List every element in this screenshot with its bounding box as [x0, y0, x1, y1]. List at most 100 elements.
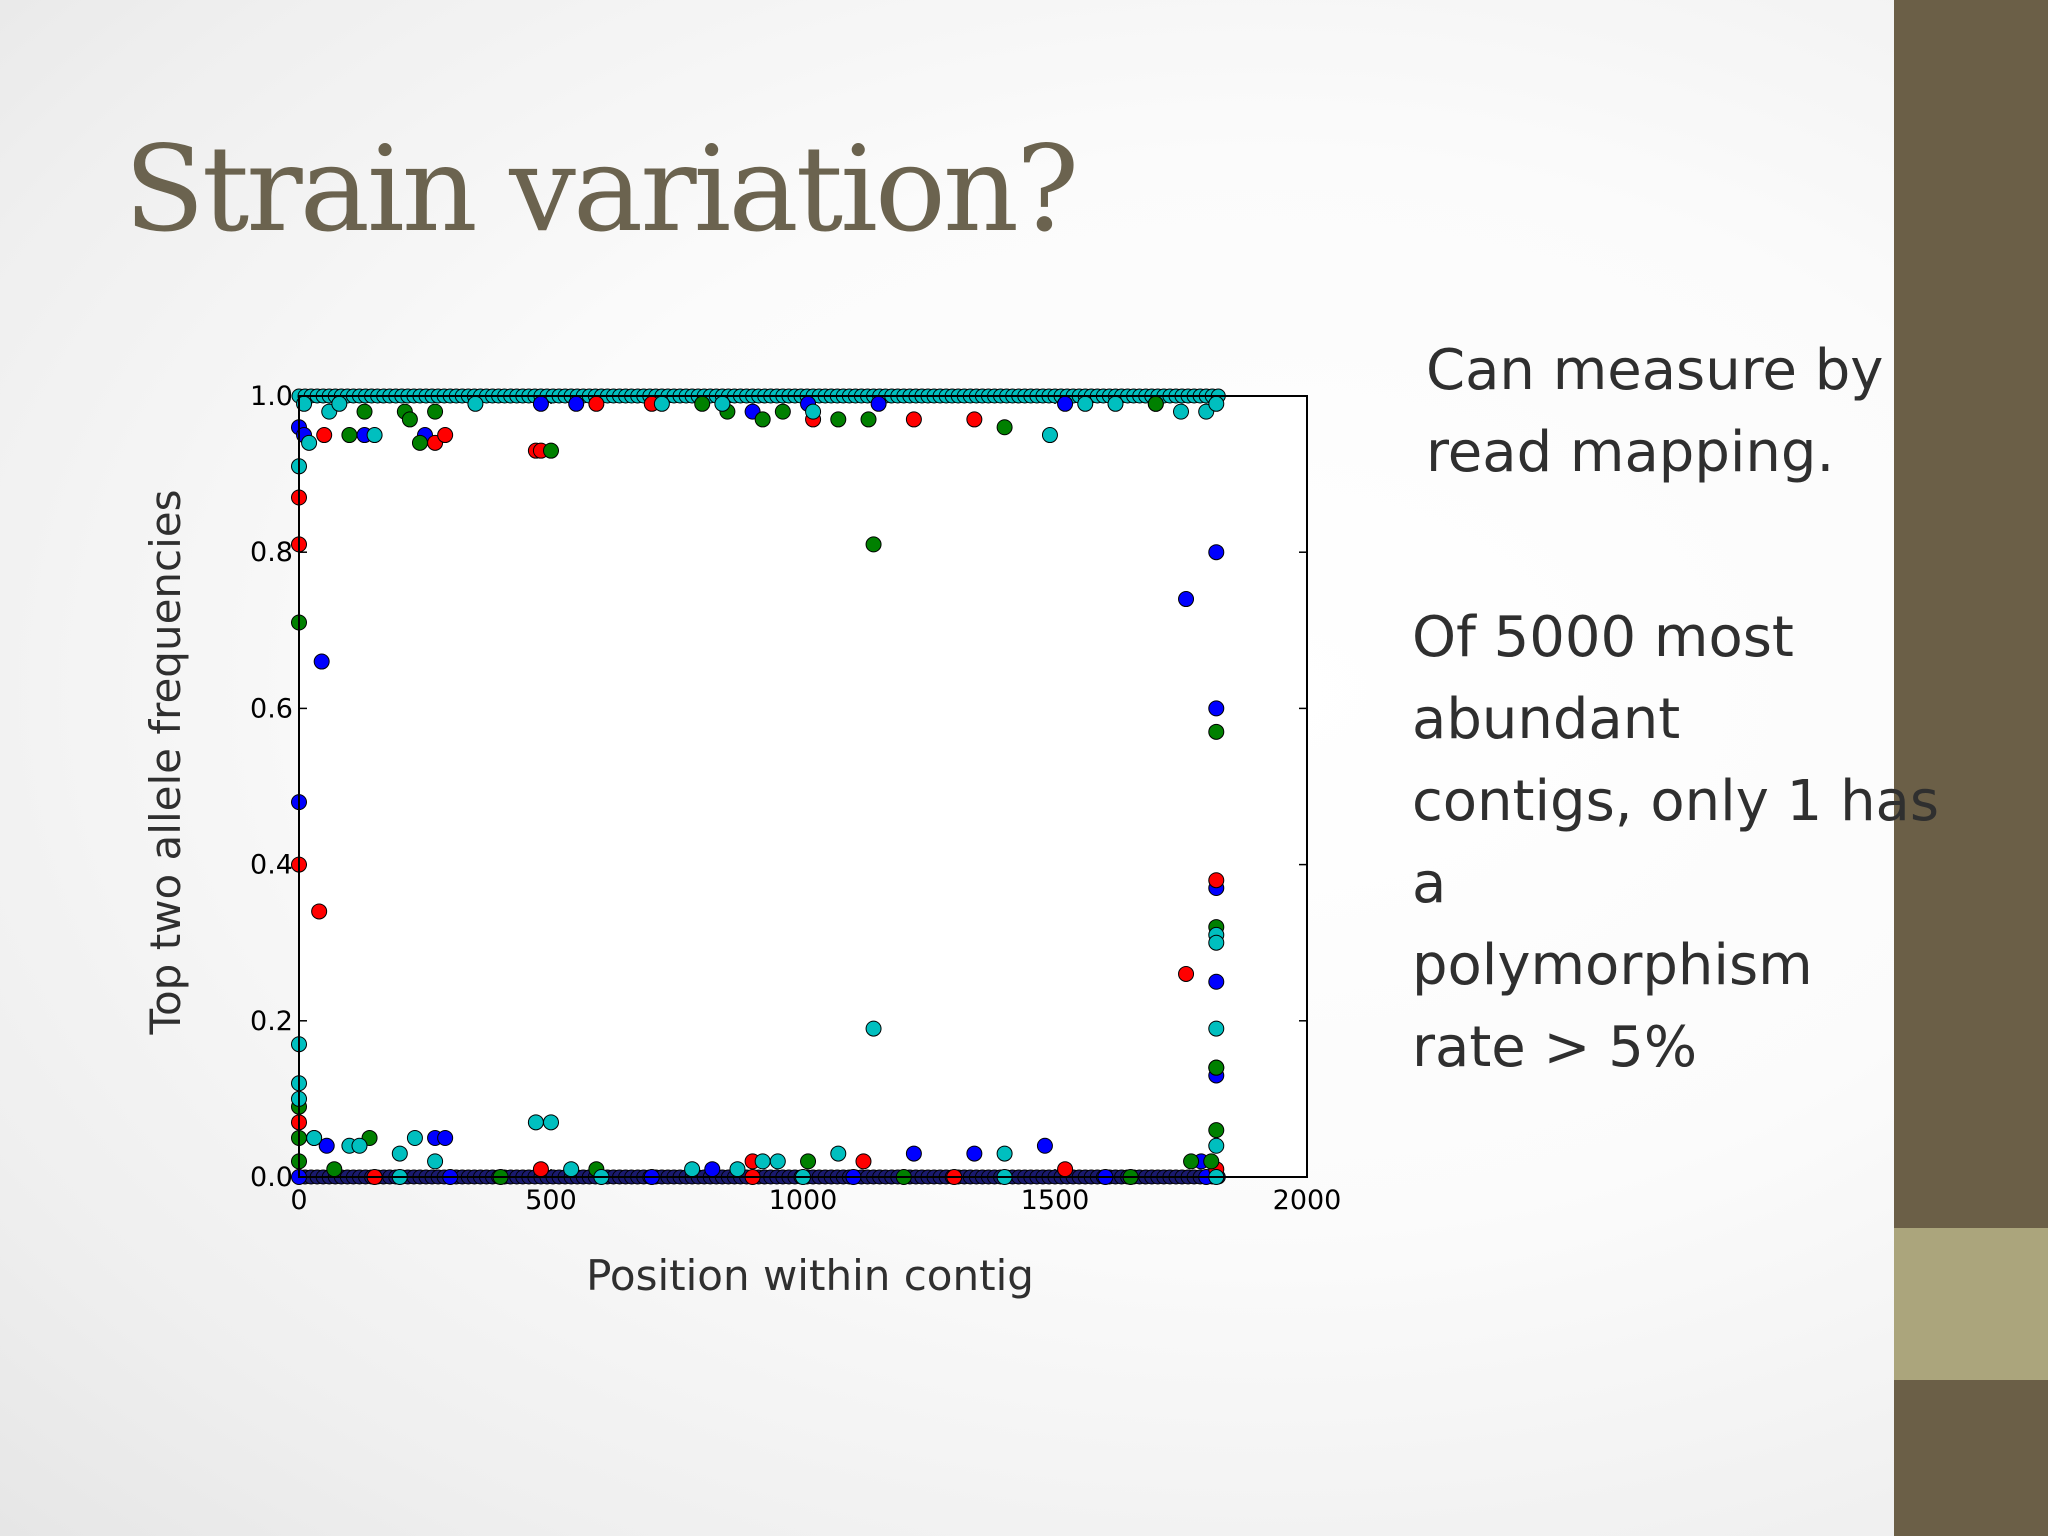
data-point: [1077, 395, 1094, 412]
data-point: [311, 903, 328, 920]
data-point: [694, 395, 711, 412]
data-point: [865, 1020, 882, 1037]
plot-area: [299, 396, 1307, 1177]
data-point: [532, 395, 549, 412]
data-point: [1208, 1020, 1225, 1037]
data-point: [301, 434, 318, 451]
data-point: [653, 395, 670, 412]
data-point: [870, 395, 887, 412]
x-axis-label: Position within contig: [586, 1251, 1034, 1300]
bullet-line: read mapping.: [1426, 420, 1835, 485]
y-tick-label: 0.8: [250, 537, 293, 568]
data-point: [588, 395, 605, 412]
data-point: [527, 1114, 544, 1131]
data-point: [411, 434, 428, 451]
data-point: [996, 1145, 1013, 1162]
data-point: [769, 1153, 786, 1170]
y-tick-label: 0.0: [250, 1162, 293, 1193]
data-point: [729, 1161, 746, 1178]
data-point: [1208, 395, 1225, 412]
bullet-polymorphism: Of 5000 most abundant contigs, only 1 ha…: [1412, 597, 1940, 1089]
data-point: [754, 1153, 771, 1170]
data-point: [684, 1161, 701, 1178]
bullet-line: rate > 5%: [1412, 1015, 1698, 1080]
data-point: [830, 1145, 847, 1162]
data-point: [437, 427, 454, 444]
y-tick-label: 0.4: [250, 850, 293, 881]
data-point: [905, 1145, 922, 1162]
data-point: [1041, 427, 1058, 444]
data-point: [467, 395, 484, 412]
data-point: [437, 1129, 454, 1146]
data-point: [1208, 1059, 1225, 1076]
data-point: [1183, 1153, 1200, 1170]
data-point: [1178, 965, 1195, 982]
data-point: [805, 403, 822, 420]
bullet-line: contigs, only 1 has: [1412, 769, 1940, 834]
x-tick-label: 0: [290, 1185, 307, 1216]
data-point: [318, 1137, 335, 1154]
data-point: [563, 1161, 580, 1178]
data-point: [966, 411, 983, 428]
data-point: [1208, 1122, 1225, 1139]
sidebar-accent-light: [1894, 1228, 2048, 1380]
y-tick-label: 1.0: [250, 381, 293, 412]
data-point: [905, 411, 922, 428]
x-tick-label: 1000: [769, 1185, 838, 1216]
x-tick-label: 1500: [1021, 1185, 1090, 1216]
data-point: [704, 1161, 721, 1178]
data-point: [1057, 395, 1074, 412]
bullet-line: Of 5000 most: [1412, 605, 1794, 670]
data-point: [1208, 934, 1225, 951]
data-point: [865, 536, 882, 553]
data-point: [406, 1129, 423, 1146]
data-point: [714, 395, 731, 412]
data-point: [800, 1153, 817, 1170]
data-point: [356, 403, 373, 420]
data-point: [427, 403, 444, 420]
bullet-read-mapping: Can measure by read mapping.: [1426, 330, 1884, 494]
data-point: [351, 1137, 368, 1154]
y-axis-label: Top two allele frequencies: [141, 489, 190, 1035]
data-point: [326, 1161, 343, 1178]
bullet-line: polymorphism: [1412, 933, 1813, 998]
y-tick-label: 0.2: [250, 1006, 293, 1037]
bullet-line: abundant: [1412, 687, 1681, 752]
bullet-line: a: [1412, 851, 1447, 916]
data-point: [543, 442, 559, 459]
data-point: [996, 419, 1013, 436]
data-point: [1173, 403, 1189, 420]
data-point: [860, 411, 877, 428]
data-point: [966, 1145, 983, 1162]
y-tick-label: 0.6: [250, 693, 293, 724]
data-point: [331, 395, 348, 412]
data-point: [754, 411, 771, 428]
data-point: [306, 1129, 323, 1146]
data-point: [366, 427, 383, 444]
data-point: [1208, 723, 1225, 740]
data-point: [1208, 1137, 1225, 1154]
data-point: [401, 411, 418, 428]
data-point: [1203, 1153, 1220, 1170]
x-tick-label: 500: [525, 1185, 577, 1216]
data-point: [1208, 973, 1225, 990]
data-point: [1208, 700, 1225, 717]
data-point: [830, 411, 847, 428]
data-point: [532, 1161, 549, 1178]
data-point: [543, 1114, 559, 1131]
bullet-line: Can measure by: [1426, 338, 1884, 403]
plot-frame: [298, 395, 1308, 1178]
data-point: [774, 403, 791, 420]
data-point: [1036, 1137, 1053, 1154]
data-point: [1147, 395, 1164, 412]
data-point: [855, 1153, 872, 1170]
data-point: [1057, 1161, 1074, 1178]
slide-title: Strain variation?: [124, 120, 1079, 258]
data-point: [313, 653, 330, 670]
data-point: [427, 1153, 444, 1170]
data-point: [1208, 872, 1225, 889]
data-point: [568, 395, 585, 412]
data-point: [1107, 395, 1124, 412]
data-point: [1208, 544, 1225, 561]
